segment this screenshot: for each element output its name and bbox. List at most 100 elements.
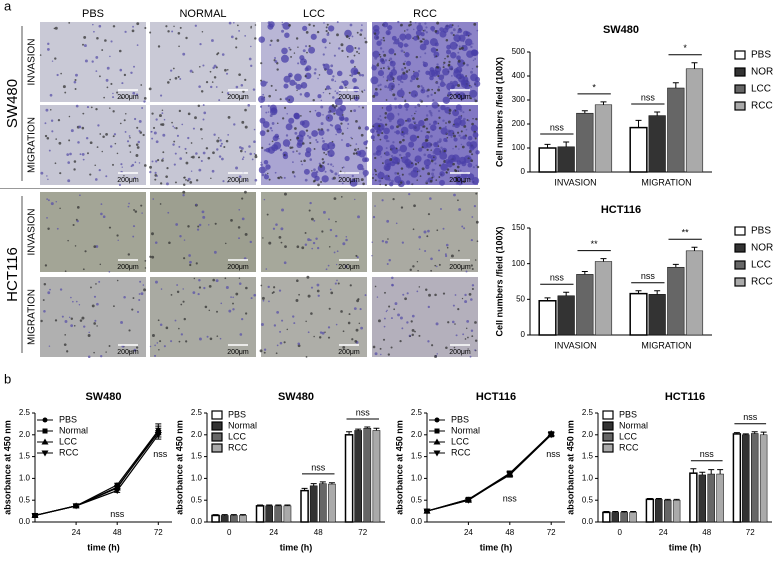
cell (436, 229, 439, 232)
cell (136, 44, 139, 47)
cell (412, 228, 415, 231)
cell (154, 344, 156, 347)
cell (187, 112, 191, 116)
cell (250, 297, 253, 300)
cell (409, 20, 412, 24)
cell (419, 99, 422, 102)
cell (135, 143, 139, 146)
scale-bar-label: 200μm (117, 264, 139, 271)
cell (260, 79, 263, 82)
cell (268, 143, 271, 146)
cell (430, 149, 432, 151)
cell (133, 209, 135, 211)
cell (327, 117, 330, 119)
cell (179, 157, 183, 160)
cell (423, 29, 427, 32)
cell (245, 286, 248, 290)
cell (475, 117, 478, 121)
cell (410, 162, 413, 165)
cell (265, 147, 271, 153)
cell (289, 48, 292, 51)
cell (341, 167, 344, 169)
cell (305, 355, 308, 358)
cell (302, 142, 305, 145)
cell (474, 58, 477, 60)
cell (350, 136, 352, 139)
cell (457, 92, 466, 101)
cell (379, 58, 385, 63)
cell (470, 329, 474, 332)
legend-label: Normal (619, 420, 648, 430)
cell (334, 282, 337, 285)
cell (318, 74, 321, 76)
cell (228, 309, 232, 313)
cell (276, 344, 279, 347)
cell (143, 164, 147, 167)
cell (161, 159, 164, 162)
cell (440, 104, 446, 111)
cell (348, 313, 351, 316)
cell (213, 76, 217, 79)
cell (473, 80, 481, 87)
cell (463, 227, 466, 230)
error-bar (630, 511, 637, 513)
cell (430, 93, 433, 96)
cell (307, 238, 311, 242)
cell (105, 133, 108, 136)
error-bar (257, 504, 264, 506)
cell (378, 53, 381, 56)
cell (389, 115, 391, 118)
cell (404, 60, 406, 63)
cell (390, 346, 393, 349)
cell (154, 241, 158, 244)
legend-swatch (211, 443, 223, 453)
cell (279, 148, 283, 152)
cell (185, 36, 188, 40)
significance-label: ** (682, 228, 690, 238)
cell (396, 125, 399, 129)
cell (301, 163, 304, 166)
x-tick-label: 24 (269, 528, 278, 537)
cell (238, 208, 241, 211)
cell (383, 127, 390, 135)
micrograph (261, 277, 367, 357)
cell (416, 261, 419, 263)
cell (468, 84, 471, 87)
legend-marker (434, 417, 440, 423)
cell (221, 53, 225, 56)
bar (255, 505, 265, 523)
cell (358, 126, 362, 130)
cell (297, 344, 301, 348)
cell (435, 265, 438, 268)
cell (457, 131, 460, 134)
y-axis-title: absorbance at 450 nm (565, 420, 575, 515)
error-bar (319, 481, 326, 484)
bar (648, 115, 666, 173)
cell (263, 159, 269, 165)
cell (297, 62, 300, 65)
cell (361, 167, 365, 171)
cell (334, 90, 337, 92)
cell (329, 169, 332, 172)
cell (454, 294, 457, 296)
cell (445, 122, 447, 124)
cell (451, 24, 454, 27)
cell (99, 75, 101, 78)
cell (283, 341, 286, 344)
cell (396, 75, 403, 81)
cell (124, 130, 127, 133)
cell (373, 34, 380, 40)
cell (418, 286, 421, 288)
cell (399, 183, 401, 186)
cell (276, 39, 280, 42)
cell (83, 325, 86, 328)
cell (215, 86, 218, 88)
cell (284, 192, 287, 196)
cell (425, 114, 429, 117)
cell (267, 104, 270, 107)
cell (253, 128, 256, 131)
cell (353, 307, 357, 310)
cell (240, 147, 244, 150)
line (426, 433, 552, 512)
cell (374, 170, 377, 173)
